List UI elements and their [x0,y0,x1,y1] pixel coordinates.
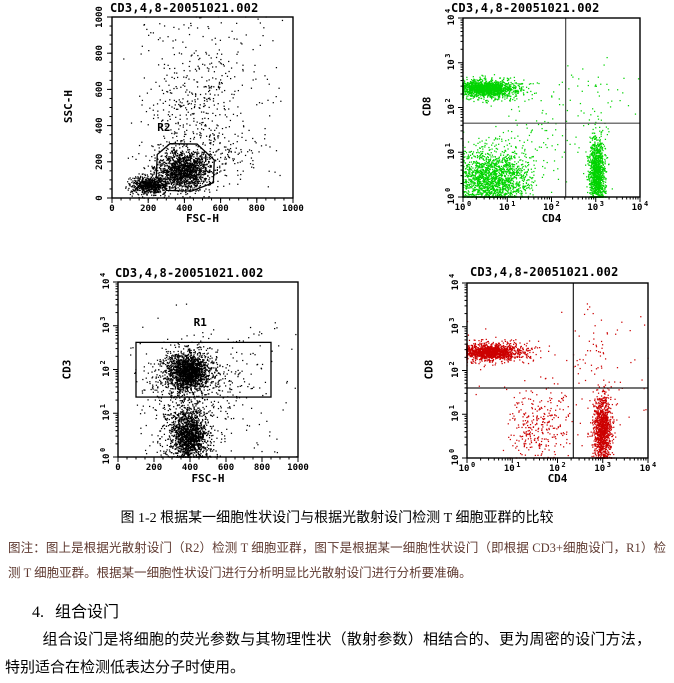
y-axis-label: CD3 [60,359,74,380]
figure-caption: 图 1-2 根据某一细胞性状设门与根据光散射设门检测 T 细胞亚群的比较 [120,511,554,526]
plot-cd4-cd8-ungated: CD3,4,8-20051021.002 CD8 CD4 [420,0,668,240]
y-axis-label: CD8 [420,96,434,117]
fsc-cd3-scatter-canvas [60,262,310,497]
fsc-ssc-scatter-canvas [64,0,308,240]
x-axis-label: FSC-H [191,472,225,485]
figure-1-2: CD3,4,8-20051021.002 SSC-H FSC-H CD3,4,8… [60,0,668,497]
plot-title: CD3,4,8-20051021.002 [115,266,264,280]
plot-cd4-cd8-cd3gated: CD3,4,8-20051021.002 CD8 CD4 [420,262,668,497]
plot-fsc-cd3-gate-r1: CD3,4,8-20051021.002 CD3 FSC-H [60,262,310,497]
section-paragraph: 组合设门是将细胞的荧光参数与其物理性状（散射参数）相结合的、更为周密的设门方法，… [5,632,651,676]
plot-fsc-ssc-gate-r2: CD3,4,8-20051021.002 SSC-H FSC-H [62,0,308,240]
plot-title: CD3,4,8-20051021.002 [110,1,259,15]
y-axis-label: CD8 [422,359,436,380]
section-number: 4. [32,604,44,621]
cd4-cd8-red-scatter-canvas [420,262,668,497]
x-axis-label: CD4 [541,212,562,225]
plot-title: CD3,4,8-20051021.002 [451,1,600,15]
figure-note: 图注：图上是根据光散射设门（R2）检测 T 细胞亚群，图下是根据某一细胞性状设门… [8,541,666,580]
x-axis-label: CD4 [547,472,568,485]
section-title: 组合设门 [55,604,120,621]
cd4-cd8-green-scatter-canvas [420,0,668,240]
y-axis-label: SSC-H [62,89,76,124]
section-heading: 4. 组合设门 [32,601,119,625]
x-axis-label: FSC-H [185,212,220,225]
plot-title: CD3,4,8-20051021.002 [470,265,619,279]
